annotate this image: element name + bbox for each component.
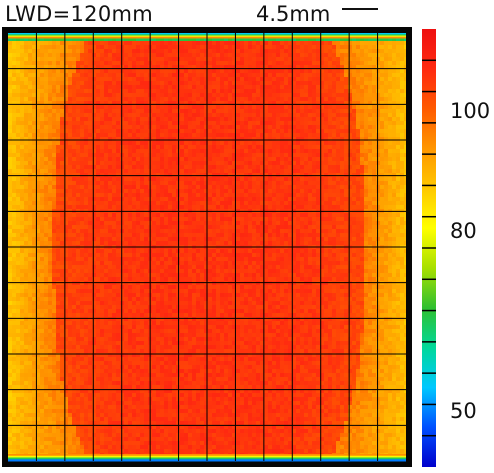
- colorbar: [422, 29, 436, 467]
- colorbar-tick-label: 50: [450, 399, 477, 423]
- scale-bar-label: 4.5mm: [256, 2, 331, 26]
- chart-title: LWD=120mm: [5, 2, 153, 26]
- colorbar-tick-label: 80: [450, 219, 477, 243]
- grid-lines: [8, 33, 406, 461]
- colorbar-tick-label: 100: [450, 99, 491, 123]
- scale-bar: [342, 8, 378, 10]
- heatmap-cells: [2, 27, 412, 467]
